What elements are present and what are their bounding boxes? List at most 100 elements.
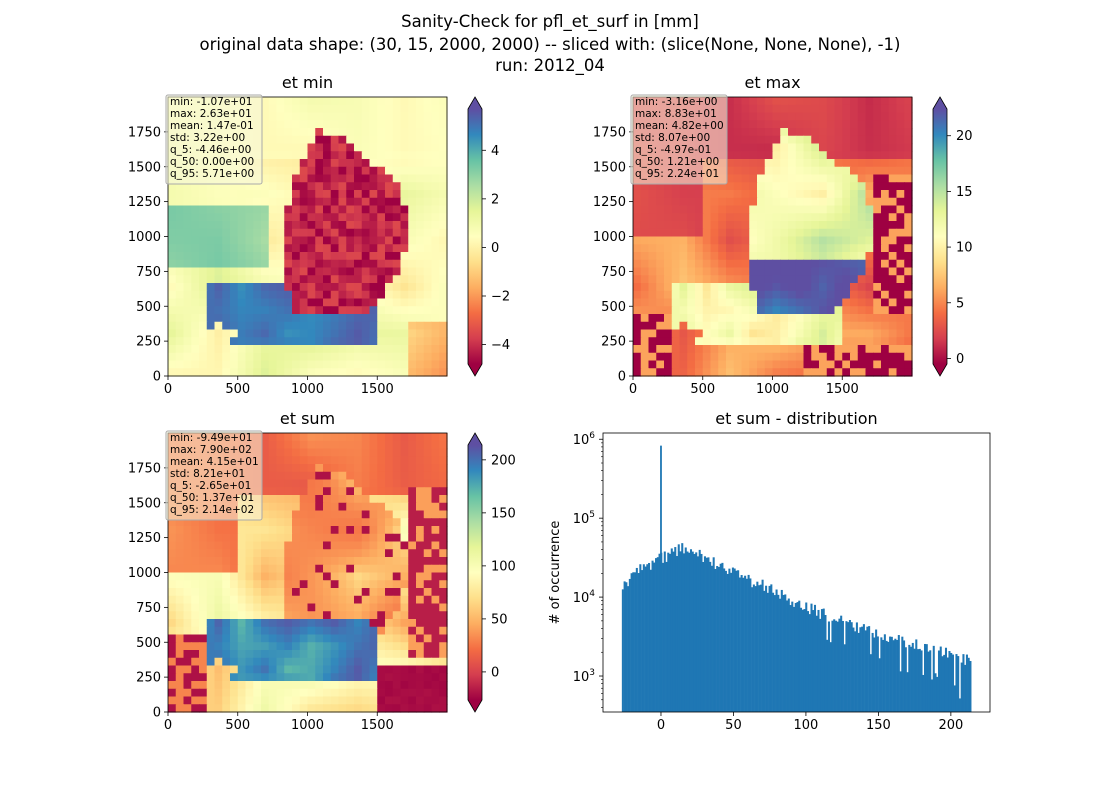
heatmap-cell xyxy=(888,352,898,362)
heatmap-cell xyxy=(695,236,704,245)
heatmap-cell xyxy=(392,135,402,145)
heatmap-cell xyxy=(873,368,882,377)
heatmap-cell xyxy=(726,174,735,183)
heatmap-cell xyxy=(206,696,216,705)
heatmap-cell xyxy=(330,688,340,698)
heatmap-cell xyxy=(369,159,378,168)
heatmap-cell xyxy=(842,97,851,106)
heatmap-cell xyxy=(369,471,378,481)
heatmap-cell xyxy=(834,314,843,323)
heatmap-cell xyxy=(214,665,223,674)
heatmap-cell xyxy=(888,128,898,137)
histogram-bar xyxy=(939,646,942,712)
heatmap-cell xyxy=(803,228,812,238)
heatmap-cell xyxy=(369,479,378,488)
heatmap-cell xyxy=(749,143,758,152)
heatmap-cell xyxy=(276,329,285,338)
heatmap-cell xyxy=(671,298,681,307)
histogram-bar xyxy=(827,621,830,712)
histogram-bar xyxy=(705,557,708,712)
heatmap-cell xyxy=(385,626,394,636)
heatmap-cell xyxy=(268,337,278,346)
heatmap-cell xyxy=(346,611,355,620)
heatmap-cell xyxy=(261,112,270,121)
heatmap-cell xyxy=(834,360,843,369)
heatmap-cell xyxy=(175,657,185,667)
heatmap-cell xyxy=(175,283,185,292)
heatmap-cell xyxy=(261,244,270,253)
heatmap-cell xyxy=(439,433,448,442)
heatmap-cell xyxy=(408,368,417,377)
heatmap-cell xyxy=(431,464,440,473)
heatmap-cell xyxy=(338,143,347,152)
heatmap-cell xyxy=(439,190,448,199)
heatmap-cell xyxy=(276,510,285,519)
heatmap-cell xyxy=(385,611,394,620)
heatmap-cell xyxy=(811,267,820,276)
heatmap-cell xyxy=(400,352,409,362)
heatmap-cell xyxy=(392,619,402,628)
heatmap-cell xyxy=(392,182,402,191)
heatmap-cell xyxy=(633,306,642,315)
heatmap-cell xyxy=(276,151,285,160)
heatmap-cell xyxy=(385,495,394,504)
heatmap-cell xyxy=(772,97,781,106)
heatmap-cell xyxy=(392,205,402,214)
heatmap-cell xyxy=(284,120,293,129)
heatmap-cell xyxy=(439,471,448,481)
heatmap-cell xyxy=(354,174,363,183)
heatmap-cell xyxy=(245,572,254,581)
heatmap-cell xyxy=(439,213,448,222)
heatmap-cell xyxy=(222,564,231,574)
heatmap-cell xyxy=(346,213,355,222)
heatmap-cell xyxy=(733,174,743,183)
heatmap-cell xyxy=(780,267,789,276)
heatmap-cell xyxy=(385,572,394,581)
heatmap-cell xyxy=(408,603,417,612)
heatmap-cell xyxy=(338,104,347,114)
heatmap-cell xyxy=(385,642,394,651)
heatmap-cell xyxy=(292,681,301,690)
heatmap-cell xyxy=(230,557,239,566)
heatmap-cell xyxy=(904,128,913,137)
heatmap-cell xyxy=(385,275,394,284)
heatmap-cell xyxy=(346,182,355,191)
heatmap-cell xyxy=(392,283,402,292)
heatmap-cell xyxy=(214,595,223,605)
heatmap-cell xyxy=(431,135,440,145)
heatmap-cell xyxy=(392,704,402,713)
heatmap-cell xyxy=(392,151,402,160)
heatmap-cell xyxy=(330,244,340,253)
heatmap-cell xyxy=(237,650,247,659)
heatmap-cell xyxy=(400,112,409,121)
heatmap-cell xyxy=(206,259,216,269)
heatmap-cell xyxy=(230,650,239,659)
heatmap-cell xyxy=(292,290,301,300)
heatmap-cell xyxy=(245,696,254,705)
heatmap-cell xyxy=(826,236,836,245)
heatmap-cell xyxy=(400,275,409,284)
heatmap-cell xyxy=(183,595,192,605)
heatmap-cell xyxy=(214,634,223,643)
heatmap-cell xyxy=(253,329,262,338)
heatmap-cell xyxy=(439,688,448,698)
heatmap-cell xyxy=(346,541,355,550)
heatmap-cell xyxy=(183,611,192,620)
heatmap-cell xyxy=(656,267,665,276)
histogram-bar xyxy=(712,557,715,712)
heatmap-cell xyxy=(423,368,433,377)
heatmap-cell xyxy=(315,572,324,581)
heatmap-cell xyxy=(330,283,340,292)
heatmap-cell xyxy=(168,588,177,597)
heatmap-cell xyxy=(656,360,665,369)
heatmap-cell xyxy=(826,337,836,346)
heatmap-cell xyxy=(307,518,316,527)
heatmap-cell xyxy=(400,471,409,481)
heatmap-cell xyxy=(237,619,247,628)
heatmap-cell xyxy=(423,634,433,643)
heatmap-cell xyxy=(307,174,316,183)
heatmap-cell xyxy=(206,681,216,690)
heatmap-cell xyxy=(400,673,409,682)
heatmap-cell xyxy=(245,665,254,674)
heatmap-cell xyxy=(811,190,820,199)
